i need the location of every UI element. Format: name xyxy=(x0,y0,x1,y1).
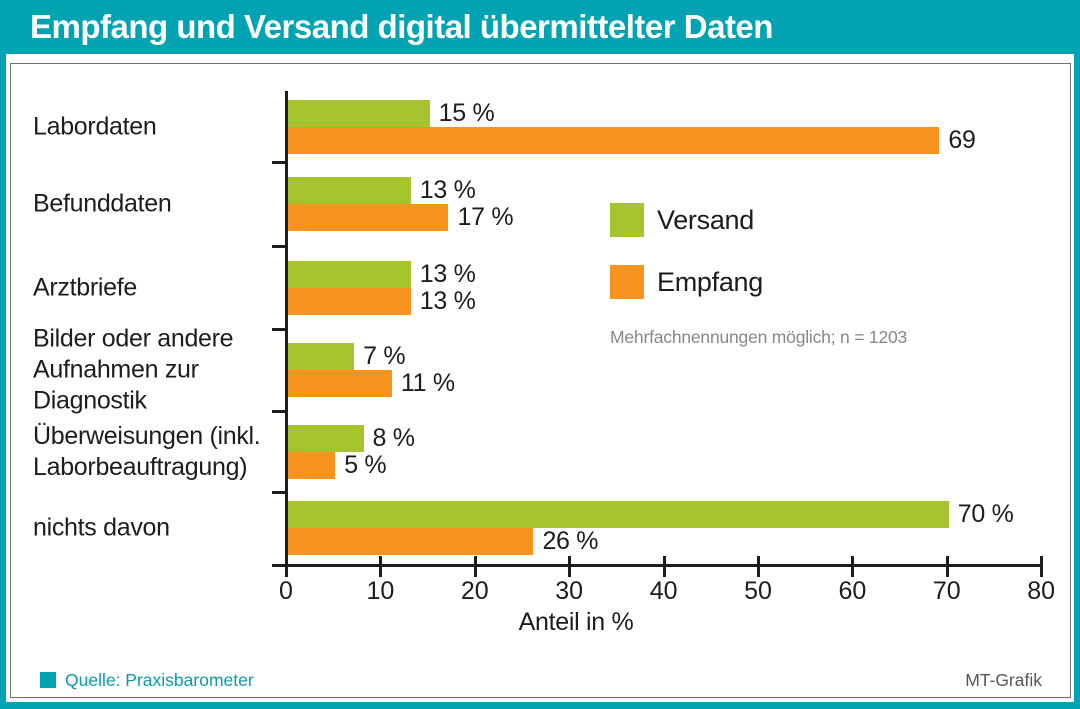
chart-note: Mehrfachnennungen möglich; n = 1203 xyxy=(610,327,908,347)
versand-bar-5 xyxy=(288,424,364,452)
bar-value-label: 7 % xyxy=(363,342,406,370)
category-label: Labordaten xyxy=(33,111,283,142)
bar-value-label: 69 xyxy=(948,125,976,154)
empfang-bar-3 xyxy=(288,287,411,315)
empfang-bar-2 xyxy=(288,204,449,231)
category-label-line: nichts davon xyxy=(33,513,170,542)
source-bullet-icon xyxy=(40,672,56,688)
frame-bottom xyxy=(0,702,1080,709)
bar-value-label: 17 % xyxy=(457,203,514,231)
category-label: Arztbriefe xyxy=(33,272,283,303)
bar-value-label: 11 % xyxy=(400,369,455,397)
category-label-line: Labordaten xyxy=(33,112,157,140)
source-line: Quelle: Praxisbarometer xyxy=(40,670,254,690)
source-text: Quelle: Praxisbarometer xyxy=(65,669,254,690)
empfang-color-swatch xyxy=(610,265,644,299)
category-separator-tick xyxy=(272,328,285,331)
category-label: Befunddaten xyxy=(33,189,283,220)
x-axis-tick-label: 50 xyxy=(744,577,772,605)
bar-value-label: 13 % xyxy=(419,259,476,288)
bar-value-label: 5 % xyxy=(344,450,387,479)
chart-panel: 0 10 20 30 40 50 60 70 80 Labordaten 15 % 69 Befundd… xyxy=(10,63,1071,698)
credit-text: MT-Grafik xyxy=(965,670,1042,690)
versand-bar-4 xyxy=(288,343,355,370)
category-label-line: Diagnostik xyxy=(33,386,147,415)
legend-label-empfang: Empfang xyxy=(657,266,763,297)
category-label-line: Befunddaten xyxy=(33,189,172,218)
empfang-bar-5 xyxy=(288,451,336,479)
header-bar: Empfang und Versand digital übermittelte… xyxy=(0,0,1080,54)
page-title: Empfang und Versand digital übermittelte… xyxy=(30,8,773,45)
x-axis-tick-label: 40 xyxy=(649,577,678,605)
bar-chart: 0 10 20 30 40 50 60 70 80 Labordaten 15 % 69 Befundd… xyxy=(11,64,1070,697)
x-axis-tick-label: 30 xyxy=(555,577,584,605)
versand-bar-6 xyxy=(288,501,949,528)
versand-bar-3 xyxy=(288,260,411,288)
category-label-line: Aufnahmen zur xyxy=(33,355,199,384)
y-axis-line xyxy=(285,91,288,567)
x-axis-title: Anteil in % xyxy=(518,608,634,636)
x-axis-tick-label: 10 xyxy=(366,577,395,605)
bar-value-label: 15 % xyxy=(438,98,495,127)
category-separator-tick xyxy=(272,410,285,413)
versand-bar-1 xyxy=(288,99,430,127)
empfang-bar-6 xyxy=(288,528,534,555)
category-label-line: Arztbriefe xyxy=(33,273,137,301)
legend-item-empfang: Empfang xyxy=(610,265,907,299)
category-separator-tick xyxy=(272,245,285,248)
x-axis-tick-label: 0 xyxy=(279,577,293,605)
category-separator-tick xyxy=(272,491,285,494)
frame-right xyxy=(1074,0,1080,709)
bar-value-label: 26 % xyxy=(542,527,599,555)
category-label: Überweisungen (inkl. Laborbeauftragung) xyxy=(33,421,283,483)
bar-value-label: 13 % xyxy=(419,286,476,315)
x-axis-tick-label: 60 xyxy=(838,577,867,605)
x-axis-tick-label: 80 xyxy=(1027,577,1056,605)
category-label: nichts davon xyxy=(33,513,283,544)
legend: Versand Empfang Mehrfachnennungen möglic… xyxy=(610,203,907,348)
versand-bar-2 xyxy=(288,177,411,204)
category-label-line: Bilder oder andere xyxy=(33,324,234,353)
frame-left xyxy=(0,0,6,709)
empfang-bar-1 xyxy=(288,126,940,154)
x-axis-line xyxy=(272,564,1042,567)
bar-value-label: 70 % xyxy=(957,500,1014,528)
category-separator-tick xyxy=(272,161,285,164)
versand-color-swatch xyxy=(610,203,644,237)
x-axis-tick-label: 70 xyxy=(932,577,961,605)
x-axis-tick-label: 20 xyxy=(460,577,489,605)
category-label: Bilder oder andere Aufnahmen zur Diagnosti… xyxy=(33,324,283,417)
category-label-line: Überweisungen (inkl. xyxy=(33,421,261,450)
legend-label-versand: Versand xyxy=(657,204,754,235)
empfang-bar-4 xyxy=(288,370,392,397)
bar-value-label: 13 % xyxy=(419,176,476,204)
bar-value-label: 8 % xyxy=(372,423,415,452)
legend-item-versand: Versand xyxy=(610,203,907,237)
category-label-line: Laborbeauftragung) xyxy=(33,452,248,481)
